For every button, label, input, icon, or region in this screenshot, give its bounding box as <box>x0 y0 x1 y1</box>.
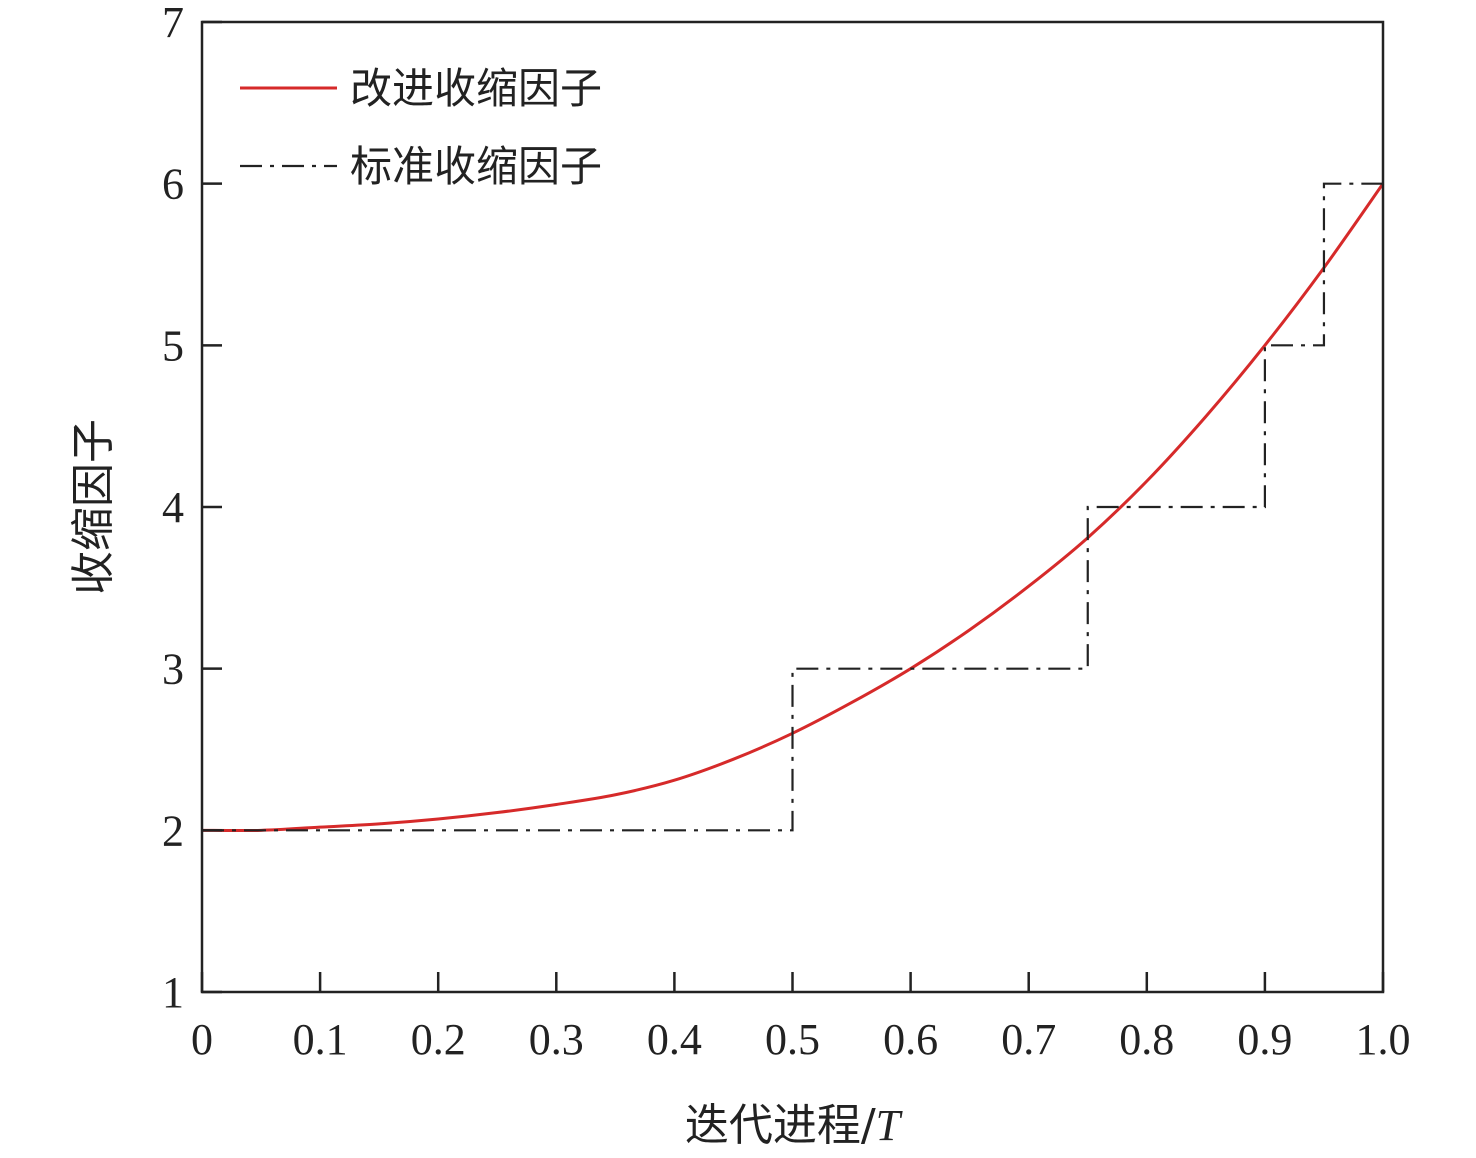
x-tick-label: 0.9 <box>1237 1015 1292 1064</box>
tick-layer: 0 0.1 0.2 0.3 0.4 0.5 0.6 0.7 0.8 0.9 1.0 1 2 3 4 5 6 7 <box>162 0 1411 1064</box>
x-tick-label: 0.4 <box>647 1015 702 1064</box>
x-tick-label: 0.5 <box>765 1015 820 1064</box>
y-tick-label: 5 <box>162 321 184 370</box>
series-layer <box>201 182 1385 833</box>
x-axis-title-main: 迭代进程/ <box>685 1100 876 1151</box>
legend-label: 标准收缩因子 <box>350 142 602 191</box>
series-line-2 <box>202 182 1383 832</box>
x-tick-label: 1.0 <box>1356 1015 1411 1064</box>
x-axis-title-italic: T <box>876 1101 904 1150</box>
x-tick-label: 0.3 <box>529 1015 584 1064</box>
y-tick-label: 2 <box>162 806 184 855</box>
series-line-1 <box>201 182 1385 833</box>
x-tick-label: 0.7 <box>1001 1015 1056 1064</box>
y-tick-label: 7 <box>162 0 184 47</box>
x-axis-title: 迭代进程/T <box>685 1100 904 1151</box>
y-tick-label: 6 <box>162 160 184 209</box>
y-tick-label: 1 <box>162 968 184 1017</box>
y-tick-label: 3 <box>162 645 184 694</box>
legend-label: 改进收缩因子 <box>350 64 602 113</box>
x-tick-label: 0.8 <box>1119 1015 1174 1064</box>
y-axis-title: 收缩因子 <box>68 419 119 595</box>
x-tick-label: 0 <box>191 1015 213 1064</box>
x-tick-label: 0.6 <box>883 1015 938 1064</box>
x-tick-label: 0.2 <box>411 1015 466 1064</box>
y-tick-label: 4 <box>162 483 184 532</box>
x-tick-label: 0.1 <box>293 1015 348 1064</box>
